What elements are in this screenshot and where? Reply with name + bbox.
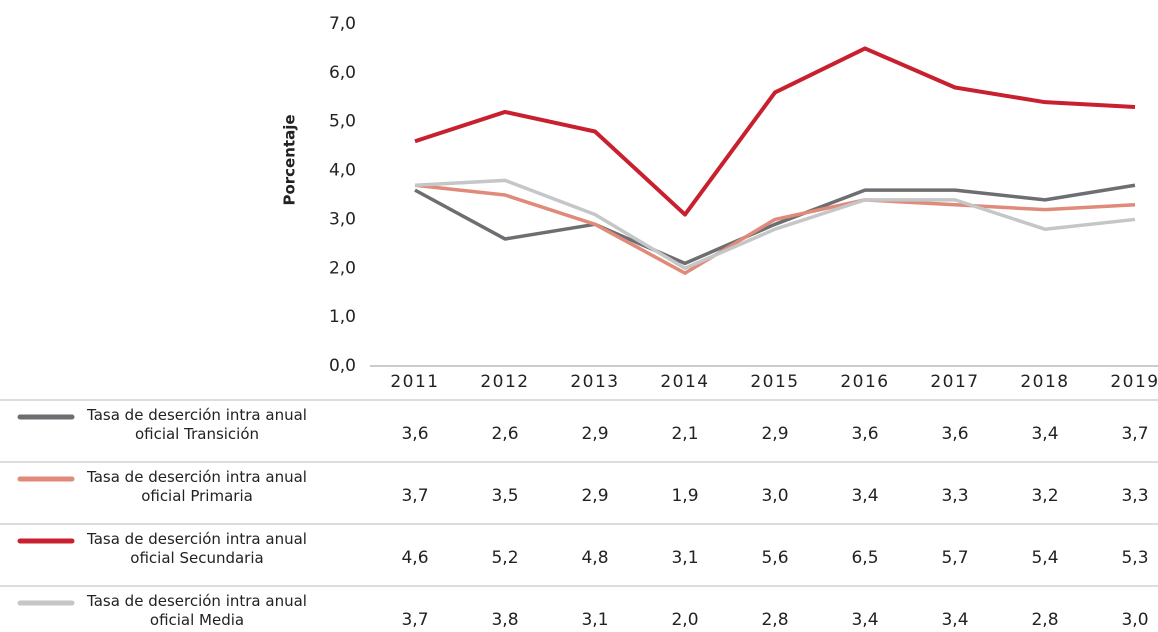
series-line: [414, 183, 1136, 266]
table-value: 3,7: [401, 486, 428, 506]
series-line: [414, 178, 1136, 271]
x-tick-label: 2015: [750, 372, 799, 392]
y-tick-label: 3,0: [329, 209, 356, 229]
x-tick-label: 2012: [480, 372, 529, 392]
y-tick-label: 2,0: [329, 258, 356, 278]
table-value: 3,7: [1121, 424, 1148, 444]
table-value: 5,7: [941, 548, 968, 568]
x-tick-label: 2019: [1110, 372, 1158, 392]
table-value: 6,5: [851, 548, 878, 568]
table-value: 3,1: [671, 548, 698, 568]
series-line: [414, 183, 1136, 275]
table-value: 3,0: [1121, 610, 1148, 630]
table-value: 2,9: [581, 424, 608, 444]
table-value: 4,6: [401, 548, 428, 568]
table-value: 2,6: [491, 424, 518, 444]
x-tick-label: 2017: [930, 372, 979, 392]
x-tick-label: 2016: [840, 372, 889, 392]
table-value: 2,9: [581, 486, 608, 506]
table-value: 3,7: [401, 610, 428, 630]
legend-label: Tasa de deserción intra anual oficial Me…: [87, 592, 307, 629]
table-value: 3,0: [761, 486, 788, 506]
table-value: 3,8: [491, 610, 518, 630]
legend-label: Tasa de deserción intra anual oficial Pr…: [87, 468, 307, 505]
table-value: 3,4: [851, 610, 878, 630]
x-tick-label: 2014: [660, 372, 709, 392]
table-value: 4,8: [581, 548, 608, 568]
x-tick-label: 2013: [570, 372, 619, 392]
y-axis-label: Porcentaje: [281, 114, 299, 205]
table-value: 2,8: [1031, 610, 1058, 630]
table-value: 3,3: [1121, 486, 1148, 506]
table-value: 5,3: [1121, 548, 1148, 568]
table-value: 3,6: [851, 424, 878, 444]
table-value: 3,6: [941, 424, 968, 444]
table-value: 3,4: [941, 610, 968, 630]
legend-label: Tasa de deserción intra anual oficial Se…: [87, 530, 307, 567]
table-value: 2,9: [761, 424, 788, 444]
table-value: 2,1: [671, 424, 698, 444]
y-tick-label: 0,0: [329, 356, 356, 376]
y-tick-label: 4,0: [329, 161, 356, 181]
x-tick-label: 2011: [390, 372, 439, 392]
table-value: 3,1: [581, 610, 608, 630]
table-value: 3,6: [401, 424, 428, 444]
table-value: 3,3: [941, 486, 968, 506]
y-tick-label: 7,0: [329, 14, 356, 34]
table-value: 3,4: [851, 486, 878, 506]
legend-label: Tasa de deserción intra anual oficial Tr…: [87, 406, 307, 443]
table-value: 2,0: [671, 610, 698, 630]
series-line: [414, 46, 1136, 217]
table-value: 5,6: [761, 548, 788, 568]
table-value: 3,5: [491, 486, 518, 506]
y-tick-label: 1,0: [329, 307, 356, 327]
x-tick-label: 2018: [1020, 372, 1069, 392]
table-value: 5,4: [1031, 548, 1058, 568]
table-value: 2,8: [761, 610, 788, 630]
table-value: 3,2: [1031, 486, 1058, 506]
table-value: 5,2: [491, 548, 518, 568]
y-tick-label: 5,0: [329, 112, 356, 132]
table-value: 1,9: [671, 486, 698, 506]
y-tick-label: 6,0: [329, 63, 356, 83]
table-value: 3,4: [1031, 424, 1058, 444]
